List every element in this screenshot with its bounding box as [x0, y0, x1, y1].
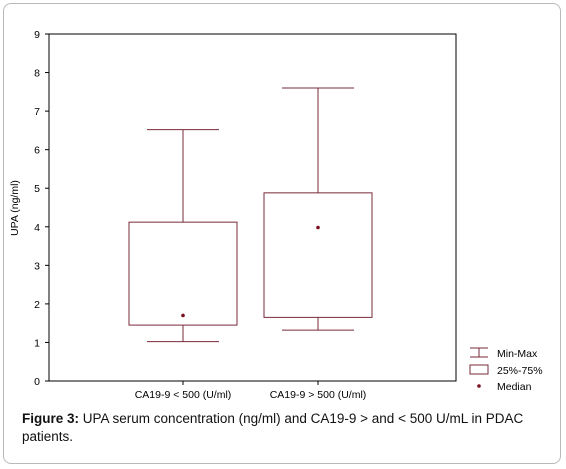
iqr-box [128, 221, 238, 326]
x-tick-label: CA19-9 < 500 (U/ml) [135, 389, 232, 400]
y-axis-ticks: 0 1 2 3 4 5 6 7 8 9 [34, 29, 49, 388]
x-axis-ticks: CA19-9 < 500 (U/ml) CA19-9 > 500 (U/ml) [135, 381, 367, 400]
y-tick-label: 0 [34, 376, 40, 388]
figure-frame [3, 3, 561, 464]
y-tick-label: 8 [34, 68, 40, 80]
box-plot-chart: UPA (ng/ml) 0 1 2 3 4 5 6 7 8 9 CA19-9 < 500 (U/m… [9, 29, 543, 400]
y-tick-label: 1 [34, 337, 40, 349]
legend-box-icon [469, 364, 489, 375]
plot-area [48, 33, 457, 382]
iqr-box [263, 192, 373, 318]
y-tick-label: 4 [34, 222, 40, 234]
y-tick-label: 7 [34, 106, 40, 118]
legend-label: Median [497, 381, 532, 393]
caption-text: UPA serum concentration (ng/ml) and CA19… [22, 411, 524, 444]
y-tick-label: 9 [34, 29, 40, 41]
x-tick-label: CA19-9 > 500 (U/ml) [270, 389, 367, 400]
y-tick-label: 5 [34, 183, 40, 195]
y-tick-label: 6 [34, 145, 40, 157]
legend-label: 25%-75% [497, 365, 543, 377]
median-point [181, 313, 185, 318]
legend-median-icon [477, 384, 481, 388]
legend: Min-Max 25%-75% Median [469, 347, 543, 393]
y-tick-label: 2 [34, 299, 40, 311]
legend-label: Min-Max [497, 348, 538, 360]
y-tick-label: 3 [34, 260, 40, 272]
box-series [128, 87, 373, 343]
caption-label: Figure 3: [22, 411, 80, 426]
y-axis-label: UPA (ng/ml) [9, 180, 21, 236]
figure-caption: Figure 3: UPA serum concentration (ng/ml… [22, 410, 552, 446]
median-point [316, 225, 320, 230]
